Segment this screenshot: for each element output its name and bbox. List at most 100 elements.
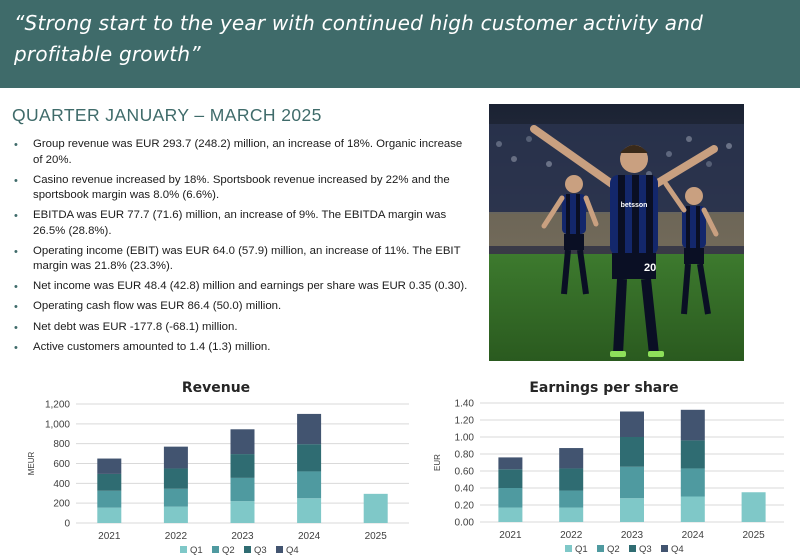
y-tick-label: 1.00 (455, 433, 475, 444)
player-center: betsson 20 (530, 125, 718, 357)
legend-swatch-q2 (212, 546, 219, 553)
legend-label-q3: Q3 (639, 544, 652, 555)
bar-segment-2022-q3 (163, 468, 188, 489)
legend-swatch-q3 (629, 545, 636, 552)
bar-segment-2021-q1 (97, 507, 122, 523)
shirt-sponsor: betsson (621, 202, 648, 209)
bar-segment-2022-q2 (163, 488, 188, 507)
x-tick-label: 2025 (742, 530, 765, 541)
list-item: • Active customers amounted to 1.4 (1.3) … (12, 340, 472, 356)
bar-segment-2022-q3 (559, 468, 584, 491)
y-tick-label: 0.20 (455, 501, 475, 512)
legend-swatch-q4 (661, 545, 668, 552)
y-tick-label: 600 (53, 459, 70, 470)
bullet-icon: • (14, 341, 18, 354)
y-tick-label: 1.20 (455, 416, 475, 427)
bar-segment-2024-q3 (680, 440, 705, 469)
section-title: QUARTER JANUARY – MARCH 2025 (12, 105, 322, 125)
y-axis-label: MEUR (27, 452, 36, 476)
bar-segment-2024-q1 (297, 498, 322, 523)
bar-segment-2021-q1 (498, 507, 523, 522)
list-item: • Casino revenue increased by 18%. Sports… (14, 173, 450, 202)
legend-swatch-q3 (244, 546, 251, 553)
chart-title: Revenue (182, 380, 250, 396)
x-tick-label: 2021 (98, 531, 121, 542)
bar-segment-2021-q2 (498, 488, 523, 508)
bar-segment-2023-q3 (620, 437, 644, 467)
bar-segment-2022-q2 (559, 490, 584, 508)
x-tick-label: 2023 (231, 531, 254, 542)
legend-label-q1: Q1 (575, 544, 588, 555)
bar-segment-2024-q2 (680, 468, 705, 497)
bullet-icon: • (14, 321, 18, 334)
bar-segment-2022-q4 (163, 446, 188, 469)
bar-segment-2022-q1 (559, 507, 584, 522)
bar-segment-2021-q3 (97, 473, 122, 491)
list-item: • Net income was EUR 48.4 (42.8) million … (12, 279, 472, 295)
bar-segment-2023-q3 (230, 454, 255, 478)
legend-swatch-q2 (597, 545, 604, 552)
y-tick-label: 1,200 (45, 400, 70, 411)
legend-label-q4: Q4 (286, 545, 299, 556)
list-item: • EBITDA was EUR 77.7 (71.6) million, an … (14, 209, 447, 237)
legend-swatch-q1 (565, 545, 572, 552)
y-tick-label: 0.00 (455, 518, 475, 529)
list-item: • Operating cash flow was EUR 86.4 (50.0)… (12, 299, 472, 315)
list-item: • Net debt was EUR -177.8 (-68.1) million… (12, 320, 472, 336)
bar-segment-2024-q4 (297, 413, 322, 445)
y-tick-label: 0.60 (455, 467, 475, 478)
bar-segment-2024-q3 (297, 444, 322, 472)
highlights-list: • Group revenue was EUR 293.7 (248.2) mil… (12, 137, 472, 360)
bar-segment-2024-q1 (680, 496, 705, 522)
bar-segment-2023-q1 (620, 498, 644, 522)
y-axis-label: EUR (433, 454, 442, 471)
y-tick-label: 1,000 (45, 419, 70, 430)
player-left (541, 175, 599, 295)
bullet-icon: • (14, 245, 18, 258)
football-players-photo: betsson 20 (489, 104, 744, 361)
bar-segment-2022-q4 (559, 448, 584, 469)
y-tick-label: 200 (53, 499, 70, 510)
bullet-icon: • (14, 301, 18, 314)
headline-quote: “Strong start to the year with continued… (14, 11, 704, 66)
bar-segment-2023-q2 (230, 477, 255, 502)
legend-label-q4: Q4 (671, 544, 684, 555)
bullet-icon: • (14, 281, 18, 294)
revenue-chart: Revenue 0 200 400 600 800 1,000 1,200 MEUR 2021 20… (27, 380, 409, 556)
bar-segment-2021-q4 (97, 458, 122, 474)
list-item: • Operating income (EBIT) was EUR 64.0 (5… (14, 244, 461, 273)
legend-label-q2: Q2 (607, 544, 620, 555)
y-tick-label: 0 (64, 519, 70, 530)
x-tick-label: 2025 (365, 531, 388, 542)
y-tick-label: 0.80 (455, 450, 475, 461)
bar-segment-2024-q4 (680, 409, 705, 441)
eps-chart: Earnings per share 0.00 0.20 0.40 0.60 0.80 1.… (433, 380, 784, 555)
bar-segment-2021-q4 (498, 457, 523, 470)
bar-segment-2023-q4 (230, 429, 255, 455)
bar-segment-2025-q1 (741, 492, 766, 522)
bullet-icon: • (14, 139, 18, 151)
bar-segment-2024-q2 (297, 471, 322, 499)
bar-segment-2022-q1 (163, 506, 188, 523)
legend-label-q1: Q1 (190, 545, 203, 556)
x-tick-label: 2023 (621, 530, 644, 541)
y-tick-label: 0.40 (455, 484, 475, 495)
legend-label-q3: Q3 (254, 545, 267, 556)
x-tick-label: 2021 (499, 530, 522, 541)
bar-segment-2023-q1 (230, 501, 255, 523)
legend-swatch-q1 (180, 546, 187, 553)
bar-segment-2021-q2 (97, 490, 122, 508)
y-tick-label: 1.40 (455, 399, 475, 410)
y-tick-label: 800 (53, 439, 70, 450)
player-right (663, 181, 719, 315)
x-tick-label: 2022 (165, 531, 188, 542)
y-tick-label: 400 (53, 479, 70, 490)
header-banner: “Strong start to the year with continued… (0, 0, 800, 88)
shorts-number: 20 (644, 262, 656, 274)
x-tick-label: 2022 (560, 530, 583, 541)
list-item: • Group revenue was EUR 293.7 (248.2) mil… (14, 138, 463, 166)
bar-segment-2021-q3 (498, 469, 523, 488)
legend-swatch-q4 (276, 546, 283, 553)
bullet-icon: • (14, 210, 18, 223)
bar-segment-2023-q4 (620, 411, 644, 437)
